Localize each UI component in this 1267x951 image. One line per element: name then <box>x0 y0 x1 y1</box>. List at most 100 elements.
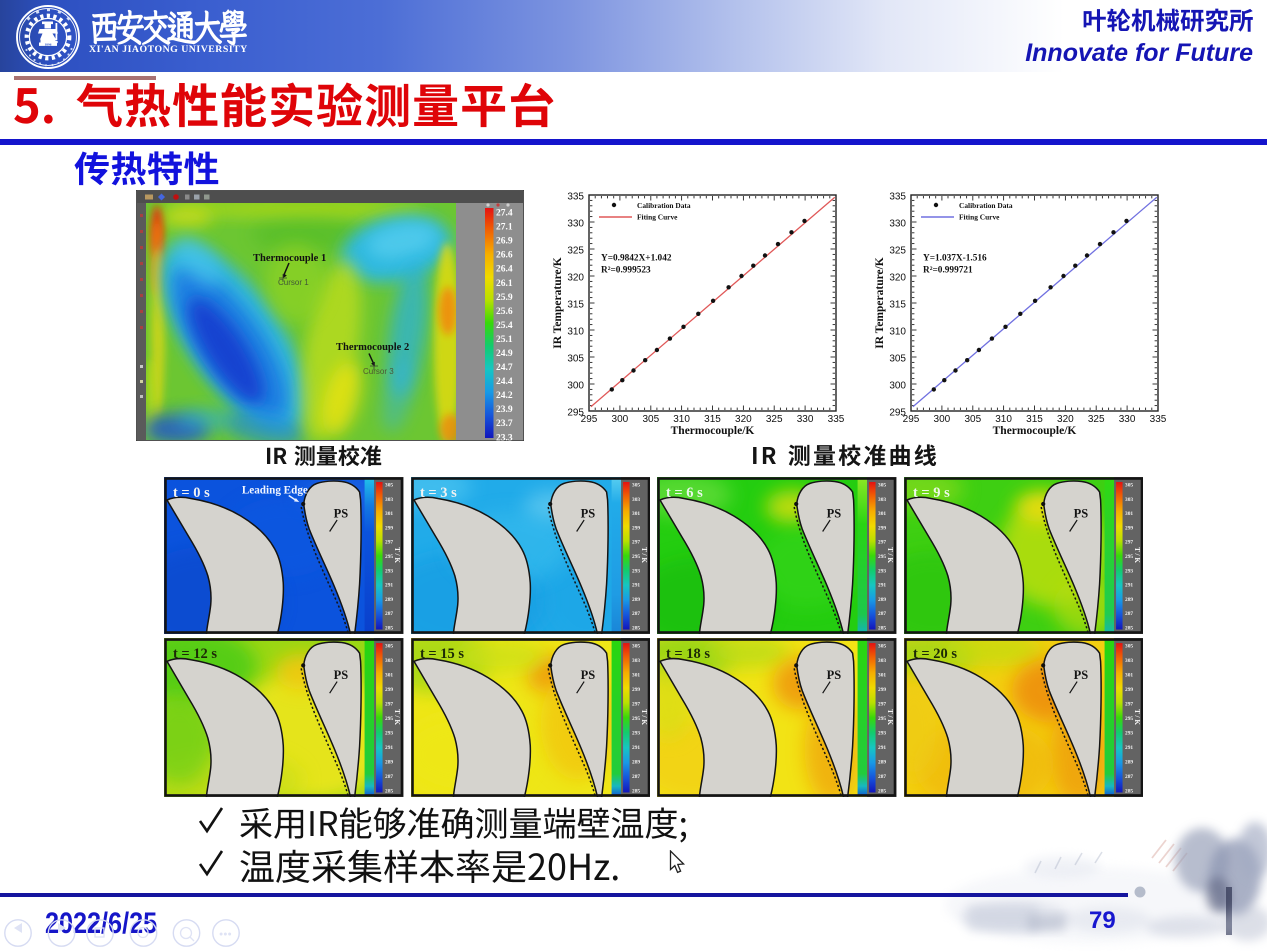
svg-text:T / K: T / K <box>1133 547 1141 563</box>
svg-text:285: 285 <box>878 788 886 794</box>
svg-text:PS: PS <box>827 506 842 520</box>
svg-text:27.1: 27.1 <box>496 223 513 233</box>
svg-text:25.4: 25.4 <box>496 321 513 331</box>
svg-text:24.7: 24.7 <box>496 363 513 373</box>
svg-text:335: 335 <box>889 192 906 203</box>
svg-text:295: 295 <box>385 554 393 560</box>
svg-text:287: 287 <box>878 774 886 780</box>
svg-text:287: 287 <box>1125 774 1133 780</box>
svg-text:295: 295 <box>1125 716 1133 722</box>
svg-text:300: 300 <box>567 381 584 392</box>
svg-text:293: 293 <box>385 568 393 574</box>
svg-text:303: 303 <box>1125 497 1133 503</box>
svg-text:287: 287 <box>632 774 640 780</box>
svg-text:303: 303 <box>1125 658 1133 664</box>
svg-text:303: 303 <box>385 658 393 664</box>
svg-text:PS: PS <box>1073 506 1088 520</box>
svg-text:285: 285 <box>878 625 886 631</box>
svg-text:301: 301 <box>878 673 886 679</box>
svg-text:Leading Edge: Leading Edge <box>242 484 308 496</box>
svg-text:315: 315 <box>704 414 721 425</box>
svg-text:297: 297 <box>632 540 640 546</box>
svg-text:T / K: T / K <box>640 547 648 563</box>
svg-text:291: 291 <box>385 745 393 751</box>
svg-text:305: 305 <box>878 482 886 488</box>
svg-text:330: 330 <box>889 219 906 230</box>
svg-text:285: 285 <box>1125 625 1133 631</box>
svg-text:295: 295 <box>581 414 598 425</box>
svg-text:t = 3 s: t = 3 s <box>419 485 456 501</box>
svg-text:315: 315 <box>1026 414 1043 425</box>
svg-text:293: 293 <box>878 730 886 736</box>
svg-text:301: 301 <box>632 511 640 517</box>
svg-text:300: 300 <box>934 414 951 425</box>
svg-text:325: 325 <box>889 246 906 257</box>
svg-text:1896: 1896 <box>45 42 52 46</box>
svg-text:303: 303 <box>632 497 640 503</box>
svg-text:Y=1.037X-1.516: Y=1.037X-1.516 <box>923 254 987 264</box>
svg-text:Thermocouple/K: Thermocouple/K <box>671 425 755 437</box>
svg-text:287: 287 <box>878 611 886 617</box>
svg-text:287: 287 <box>385 774 393 780</box>
svg-text:PS: PS <box>334 506 349 520</box>
svg-text:301: 301 <box>632 673 640 679</box>
svg-text:303: 303 <box>632 658 640 664</box>
svg-text:299: 299 <box>632 687 640 693</box>
svg-text:320: 320 <box>735 414 752 425</box>
svg-text:289: 289 <box>1125 597 1133 603</box>
svg-text:310: 310 <box>889 327 906 338</box>
svg-text:330: 330 <box>1119 414 1136 425</box>
svg-text:297: 297 <box>878 540 886 546</box>
svg-text:299: 299 <box>878 687 886 693</box>
svg-text:Thermocouple 1: Thermocouple 1 <box>253 253 326 264</box>
svg-text:310: 310 <box>995 414 1012 425</box>
svg-text:287: 287 <box>385 611 393 617</box>
svg-text:PS: PS <box>580 506 595 520</box>
svg-text:305: 305 <box>1125 644 1133 650</box>
svg-text:301: 301 <box>878 511 886 517</box>
svg-text:t = 12 s: t = 12 s <box>173 646 217 662</box>
svg-text:T / K: T / K <box>1133 709 1141 725</box>
svg-text:t = 9 s: t = 9 s <box>912 485 949 501</box>
svg-text:PS: PS <box>334 668 349 682</box>
svg-text:IR Temperature/K: IR Temperature/K <box>552 257 564 349</box>
svg-text:PS: PS <box>1073 668 1088 682</box>
svg-text:291: 291 <box>878 583 886 589</box>
svg-text:T / K: T / K <box>886 709 894 725</box>
svg-text:291: 291 <box>632 583 640 589</box>
svg-text:t = 18 s: t = 18 s <box>666 646 710 662</box>
svg-text:287: 287 <box>1125 611 1133 617</box>
svg-text:293: 293 <box>385 730 393 736</box>
svg-text:Fiting Curve: Fiting Curve <box>959 213 1000 222</box>
svg-text:291: 291 <box>1125 583 1133 589</box>
svg-text:297: 297 <box>1125 540 1133 546</box>
svg-text:295: 295 <box>632 716 640 722</box>
svg-text:305: 305 <box>567 354 584 365</box>
svg-text:325: 325 <box>1088 414 1105 425</box>
svg-text:305: 305 <box>878 644 886 650</box>
svg-text:IR Temperature/K: IR Temperature/K <box>874 257 886 349</box>
svg-text:320: 320 <box>889 273 906 284</box>
svg-text:293: 293 <box>632 568 640 574</box>
svg-text:287: 287 <box>632 611 640 617</box>
svg-text:T / K: T / K <box>393 709 401 725</box>
svg-text:26.4: 26.4 <box>496 265 513 275</box>
svg-text:303: 303 <box>878 497 886 503</box>
svg-text:295: 295 <box>385 716 393 722</box>
svg-text:299: 299 <box>1125 525 1133 531</box>
svg-text:289: 289 <box>385 597 393 603</box>
svg-text:Fiting Curve: Fiting Curve <box>637 213 678 222</box>
svg-text:297: 297 <box>385 540 393 546</box>
svg-text:297: 297 <box>632 702 640 708</box>
svg-text:303: 303 <box>385 497 393 503</box>
svg-text:289: 289 <box>878 759 886 765</box>
svg-text:Cursor 1: Cursor 1 <box>278 278 309 287</box>
svg-text:23.3: 23.3 <box>496 433 513 441</box>
svg-text:305: 305 <box>642 414 659 425</box>
svg-text:293: 293 <box>1125 730 1133 736</box>
svg-text:PS: PS <box>580 668 595 682</box>
svg-text:25.6: 25.6 <box>496 307 513 317</box>
svg-text:289: 289 <box>878 597 886 603</box>
svg-text:330: 330 <box>567 219 584 230</box>
svg-text:293: 293 <box>1125 568 1133 574</box>
